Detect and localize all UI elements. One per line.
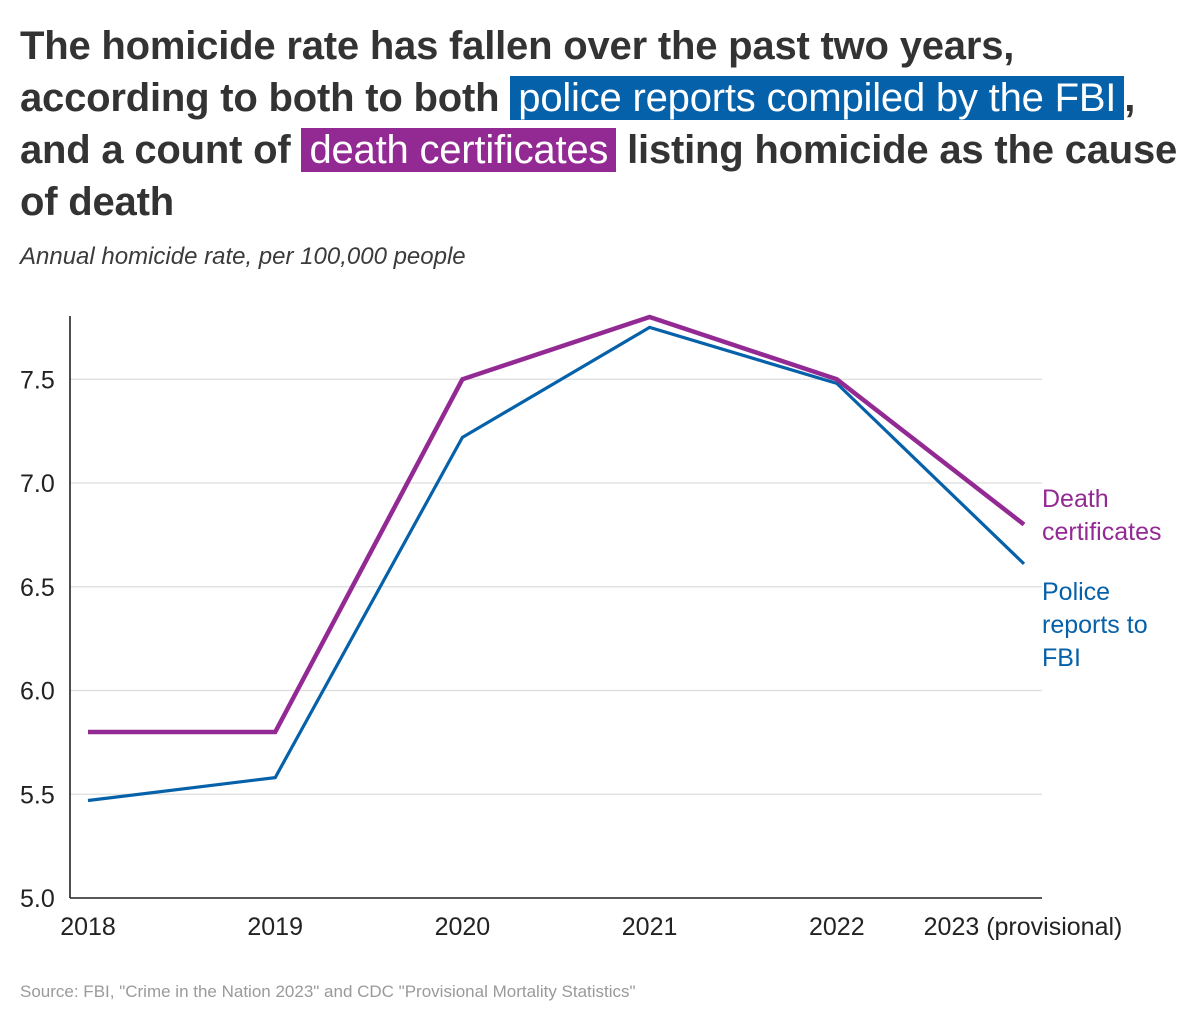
title-text-3: listing homicide as the cause of death [20, 128, 1178, 224]
series-label-death: certificates [1042, 518, 1161, 546]
highlight-death-certificates: death certificates [301, 128, 617, 172]
series-label-police: Police [1042, 578, 1110, 606]
y-tick-label: 6.5 [20, 574, 55, 602]
series-labels: Death certificates Police reports to FBI [1042, 485, 1161, 672]
y-axis-ticks: 5.0 5.5 6.0 6.5 7.0 7.5 [20, 366, 55, 913]
axes [69, 316, 1042, 899]
series-label-police: FBI [1042, 644, 1081, 672]
highlight-police-reports: police reports compiled by the FBI [510, 76, 1125, 120]
x-tick-label: 2021 [622, 913, 678, 941]
x-tick-label: 2023 (provisional) [924, 913, 1123, 941]
y-tick-label: 7.0 [20, 470, 55, 498]
y-tick-label: 7.5 [20, 366, 55, 394]
y-tick-label: 6.0 [20, 678, 55, 706]
line-chart: 5.05.56.06.57.07.5 2018 2019 2020 2021 2022 2… [20, 314, 1161, 941]
series-lines [87, 314, 1026, 803]
series-line-police [87, 325, 1026, 803]
title-text-2: , and a count of [20, 76, 1136, 172]
x-tick-label: 2022 [809, 913, 865, 941]
x-axis-ticks: 2018 2019 2020 2021 2022 2023 (provisional) [60, 913, 1122, 941]
x-tick-label: 2019 [247, 913, 303, 941]
series-label-police: reports to [1042, 611, 1148, 639]
y-tick-label: 5.0 [20, 885, 55, 913]
source-note: Source: FBI, "Crime in the Nation 2023" … [20, 982, 636, 1001]
series-line-death [88, 314, 1026, 735]
x-tick-label: 2020 [435, 913, 491, 941]
chart-title: The homicide rate has fallen over the pa… [20, 20, 1190, 228]
chart-subtitle: Annual homicide rate, per 100,000 people [20, 243, 466, 270]
y-tick-label: 5.5 [20, 781, 55, 809]
grid-lines [70, 378, 1042, 795]
series-label-death: Death [1042, 485, 1109, 513]
title-text-1: The homicide rate has fallen over the pa… [20, 24, 1015, 120]
x-tick-label: 2018 [60, 913, 116, 941]
